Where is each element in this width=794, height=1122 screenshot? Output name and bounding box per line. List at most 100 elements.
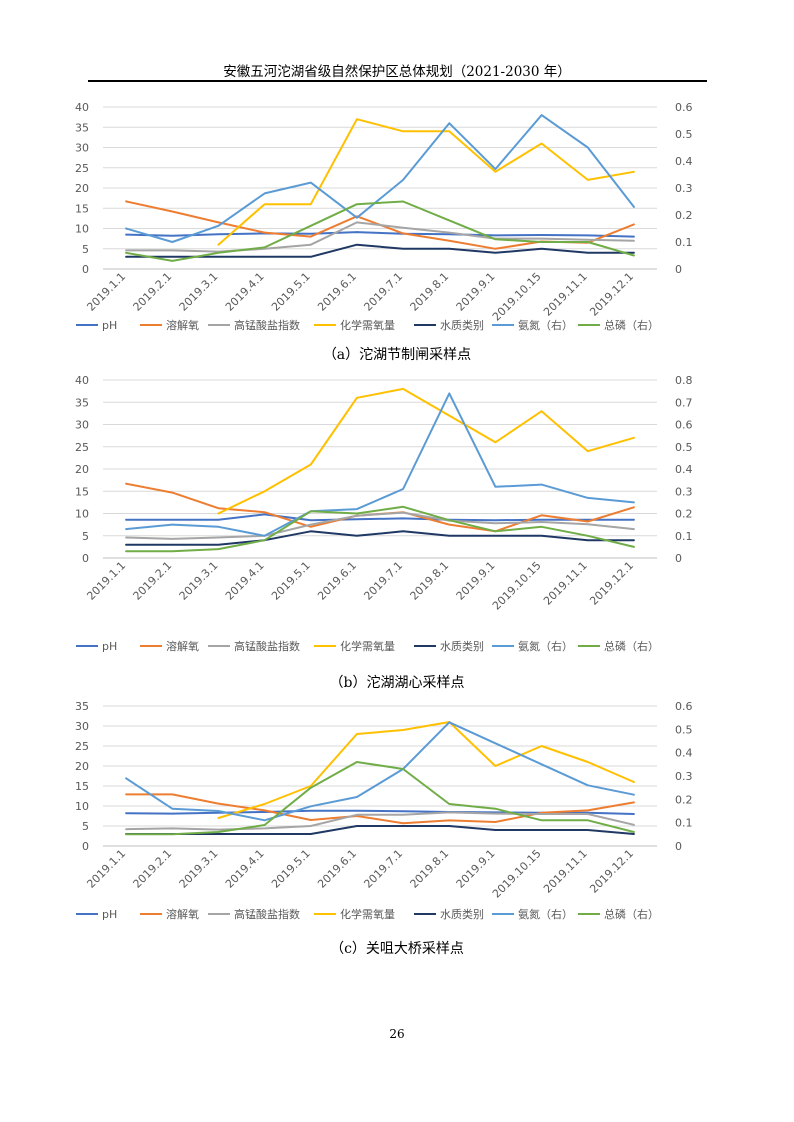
x-tick-label: 2019.7.1 xyxy=(361,559,405,603)
x-tick-label: 2019.11.1 xyxy=(541,847,590,896)
x-tick-label: 2019.6.1 xyxy=(315,847,359,891)
y-left-tick-label: 30 xyxy=(75,419,89,432)
y-left-tick-label: 30 xyxy=(75,142,89,155)
x-tick-label: 2019.4.1 xyxy=(223,270,267,314)
legend-label: 高锰酸盐指数 xyxy=(234,907,300,921)
y-left-tick-label: 25 xyxy=(75,441,89,454)
y-right-tick-label: 0 xyxy=(675,552,682,565)
legend-label: 高锰酸盐指数 xyxy=(234,318,300,332)
legend-label: 水质类别 xyxy=(440,907,484,921)
x-tick-label: 2019.4.1 xyxy=(223,559,267,603)
series-line xyxy=(125,243,635,258)
legend-label: pH xyxy=(102,640,117,653)
y-right-tick-label: 0.1 xyxy=(675,236,693,249)
y-right-tick-label: 0.8 xyxy=(675,374,693,387)
x-tick-label: 2019.11.1 xyxy=(541,559,590,608)
y-left-tick-label: 25 xyxy=(75,162,89,175)
legend-label: 总磷（右） xyxy=(604,639,659,653)
y-left-tick-label: 20 xyxy=(75,760,89,773)
y-left-tick-label: 35 xyxy=(75,700,89,713)
x-tick-label: 2019.5.1 xyxy=(269,847,313,891)
x-tick-label: 2019.1.1 xyxy=(84,847,128,891)
x-tick-label: 2019.8.1 xyxy=(408,559,452,603)
x-tick-label: 2019.6.1 xyxy=(315,270,359,314)
y-left-tick-label: 35 xyxy=(75,121,89,134)
legend-label: 化学需氧量 xyxy=(340,907,395,921)
y-right-tick-label: 0.7 xyxy=(675,396,693,409)
x-tick-label: 2019.8.1 xyxy=(408,270,452,314)
x-tick-label: 2019.7.1 xyxy=(361,847,405,891)
header-rule xyxy=(88,80,707,82)
y-right-tick-label: 0.2 xyxy=(675,209,693,222)
legend-label: pH xyxy=(102,319,117,332)
y-left-tick-label: 15 xyxy=(75,485,89,498)
y-left-tick-label: 40 xyxy=(75,374,89,387)
y-left-tick-label: 5 xyxy=(82,820,89,833)
y-right-tick-label: 0.3 xyxy=(675,182,693,195)
y-left-tick-label: 20 xyxy=(75,182,89,195)
x-tick-label: 2019.5.1 xyxy=(269,270,313,314)
y-left-tick-label: 10 xyxy=(75,223,89,236)
x-tick-label: 2019.3.1 xyxy=(177,270,221,314)
y-left-tick-label: 35 xyxy=(75,396,89,409)
series-line xyxy=(217,118,635,246)
legend-label: pH xyxy=(102,908,117,921)
x-tick-label: 2019.7.1 xyxy=(361,270,405,314)
chart-c: 0 5 10 15 20 25 30 35 0 0.1 0.2 0.3 0.4 0.5 0.6 2019.1.… xyxy=(0,694,794,929)
y-right-tick-label: 0.1 xyxy=(675,530,693,543)
x-tick-label: 2019.6.1 xyxy=(315,559,359,603)
y-right-tick-label: 0.6 xyxy=(675,700,693,713)
y-left-tick-label: 10 xyxy=(75,508,89,521)
y-right-tick-label: 0.2 xyxy=(675,793,693,806)
y-right-tick-label: 0 xyxy=(675,263,682,276)
legend-label: 总磷（右） xyxy=(604,318,659,332)
x-tick-label: 2019.10.15 xyxy=(490,270,544,324)
legend-label: 总磷（右） xyxy=(604,907,659,921)
caption-b: （b）沱湖湖心采样点 xyxy=(329,675,465,691)
legend-label: 氨氮（右） xyxy=(518,639,573,653)
x-tick-label: 2019.9.1 xyxy=(454,270,498,314)
legend-label: 水质类别 xyxy=(440,639,484,653)
x-tick-label: 2019.10.15 xyxy=(490,847,544,901)
y-right-tick-label: 0.1 xyxy=(675,817,693,830)
legend-label: 高锰酸盐指数 xyxy=(234,639,300,653)
y-right-tick-label: 0.4 xyxy=(675,155,693,168)
series-line xyxy=(125,114,635,243)
series-line xyxy=(217,721,635,819)
x-tick-label: 2019.9.1 xyxy=(454,559,498,603)
chart-a: 0 5 10 15 20 25 30 35 40 0 0.1 0.2 0.3 0.4 0.5 0.6 2019.… xyxy=(0,95,794,335)
series-line xyxy=(125,811,635,831)
legend-label: 溶解氧 xyxy=(166,639,199,653)
y-left-tick-label: 15 xyxy=(75,780,89,793)
series-line xyxy=(125,221,635,253)
y-right-tick-label: 0.4 xyxy=(675,747,693,760)
series-line xyxy=(125,825,635,835)
caption-c: （c）关咀大桥采样点 xyxy=(330,941,464,957)
chart-b: 0 5 10 15 20 25 30 35 40 0 0.1 0.2 0.3 0.4 0.5 0.6 0.7 0.… xyxy=(0,368,794,663)
y-left-tick-label: 10 xyxy=(75,800,89,813)
series-line xyxy=(217,387,635,515)
legend-label: 溶解氧 xyxy=(166,318,199,332)
y-left-tick-label: 0 xyxy=(82,840,89,853)
y-right-tick-label: 0.5 xyxy=(675,441,693,454)
y-left-tick-label: 40 xyxy=(75,101,89,114)
y-right-tick-label: 0.4 xyxy=(675,463,693,476)
y-left-tick-label: 0 xyxy=(82,263,89,276)
series-line xyxy=(125,231,635,238)
x-tick-label: 2019.3.1 xyxy=(177,847,221,891)
y-left-tick-label: 30 xyxy=(75,720,89,733)
y-right-tick-label: 0.3 xyxy=(675,485,693,498)
x-tick-label: 2019.5.1 xyxy=(269,559,313,603)
y-right-tick-label: 0 xyxy=(675,840,682,853)
chart-c-svg: 0 5 10 15 20 25 30 35 0 0.1 0.2 0.3 0.4 0.5 0.6 2019.1.… xyxy=(75,700,693,921)
x-tick-label: 2019.2.1 xyxy=(131,847,175,891)
y-right-tick-label: 0.3 xyxy=(675,770,693,783)
x-tick-label: 2019.12.1 xyxy=(587,559,636,608)
legend-label: 溶解氧 xyxy=(166,907,199,921)
series-line xyxy=(125,761,635,836)
x-tick-label: 2019.9.1 xyxy=(454,847,498,891)
x-tick-label: 2019.3.1 xyxy=(177,559,221,603)
x-tick-label: 2019.12.1 xyxy=(587,270,636,319)
x-tick-label: 2019.2.1 xyxy=(131,559,175,603)
series-line xyxy=(125,505,635,553)
